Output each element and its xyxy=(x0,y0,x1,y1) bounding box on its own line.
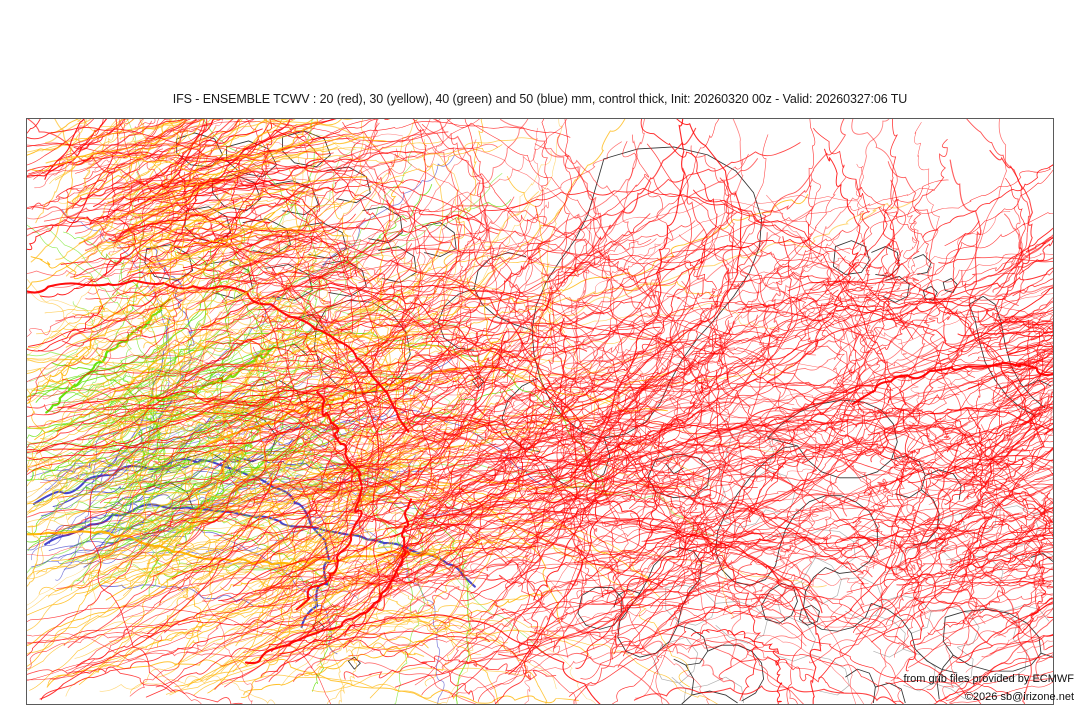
copyright-credit: ©2026 sb@irizone.net xyxy=(964,691,1074,703)
data-source-credit: from grib files provided by ECMWF xyxy=(903,673,1074,685)
page-title: IFS - ENSEMBLE TCWV : 20 (red), 30 (yell… xyxy=(172,92,908,106)
map-plot-area xyxy=(26,118,1054,705)
spaghetti-contour-canvas xyxy=(27,119,1053,704)
ensemble-contour-lines xyxy=(27,119,1053,704)
